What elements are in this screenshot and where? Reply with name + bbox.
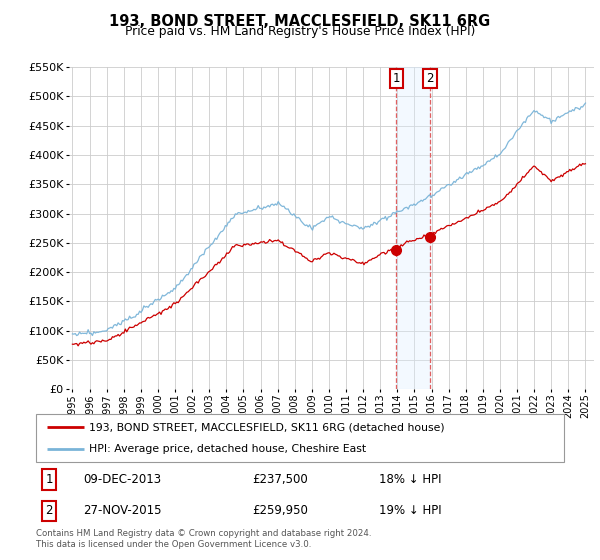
Text: 1: 1: [46, 473, 53, 486]
Text: £259,950: £259,950: [253, 504, 308, 517]
Text: 18% ↓ HPI: 18% ↓ HPI: [379, 473, 442, 486]
Text: 193, BOND STREET, MACCLESFIELD, SK11 6RG: 193, BOND STREET, MACCLESFIELD, SK11 6RG: [109, 14, 491, 29]
Text: HPI: Average price, detached house, Cheshire East: HPI: Average price, detached house, Ches…: [89, 444, 366, 454]
Bar: [397, 67, 430, 389]
Text: 193, BOND STREET, MACCLESFIELD, SK11 6RG (detached house): 193, BOND STREET, MACCLESFIELD, SK11 6RG…: [89, 422, 445, 432]
Text: 09-DEC-2013: 09-DEC-2013: [83, 473, 161, 486]
Text: £237,500: £237,500: [253, 473, 308, 486]
Text: 27-NOV-2015: 27-NOV-2015: [83, 504, 162, 517]
Text: 1: 1: [392, 72, 400, 85]
FancyBboxPatch shape: [36, 414, 564, 462]
Text: 19% ↓ HPI: 19% ↓ HPI: [379, 504, 442, 517]
Text: Contains HM Land Registry data © Crown copyright and database right 2024.
This d: Contains HM Land Registry data © Crown c…: [36, 529, 371, 549]
Text: 2: 2: [46, 504, 53, 517]
Text: 2: 2: [426, 72, 434, 85]
Text: Price paid vs. HM Land Registry's House Price Index (HPI): Price paid vs. HM Land Registry's House …: [125, 25, 475, 38]
